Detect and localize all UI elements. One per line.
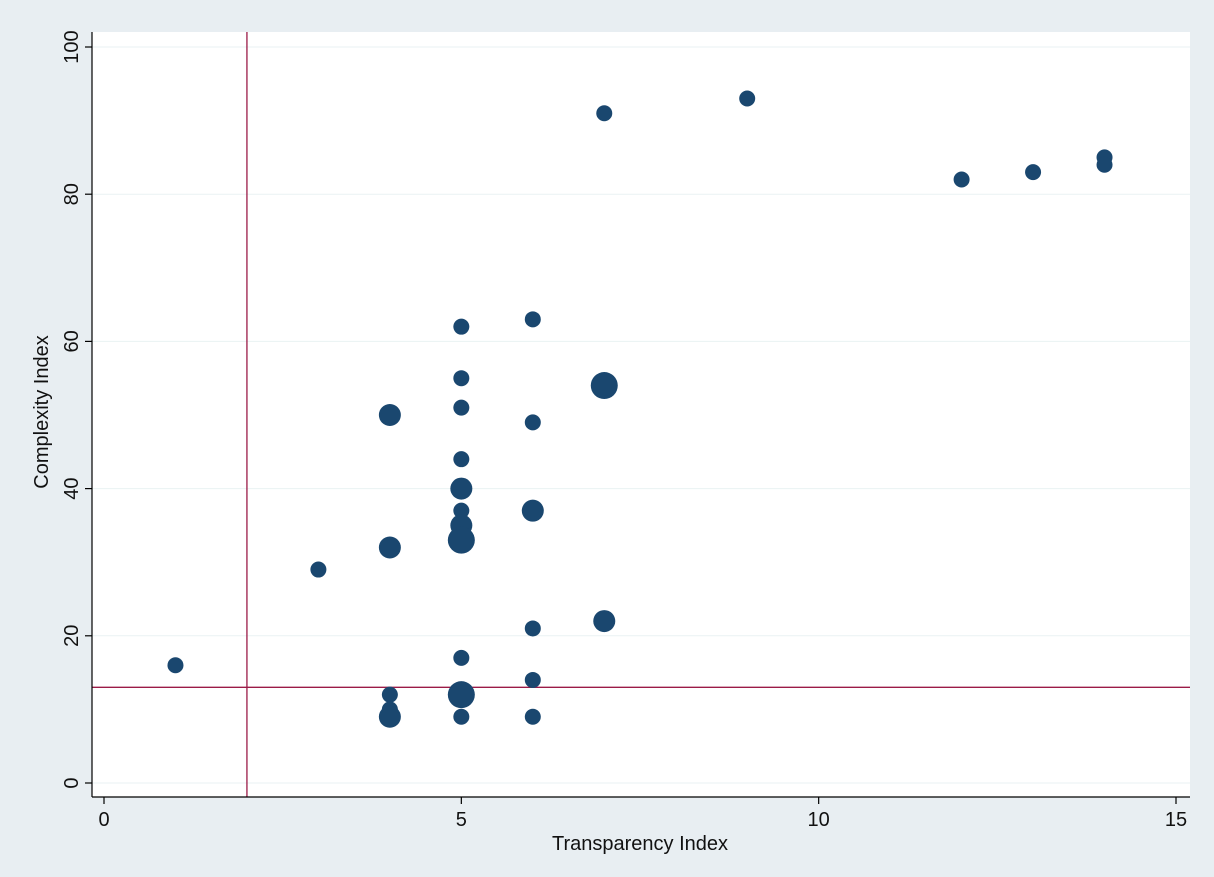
x-tick-label: 10 — [808, 809, 830, 831]
data-point — [590, 372, 618, 400]
y-tick-label: 40 — [61, 477, 83, 499]
gridlines — [92, 46, 1190, 784]
data-point — [524, 311, 541, 328]
y-tick-label: 80 — [61, 183, 83, 205]
data-point — [381, 686, 398, 703]
data-point — [524, 671, 541, 688]
data-point — [167, 657, 184, 674]
data-point — [378, 705, 401, 728]
data-point — [521, 499, 544, 522]
y-tick-label: 0 — [61, 777, 83, 788]
x-tick-label: 5 — [456, 809, 467, 831]
plot-area — [92, 32, 1190, 797]
data-point — [378, 404, 401, 426]
data-point — [310, 561, 327, 578]
data-point — [453, 502, 470, 519]
reference-lines — [92, 32, 1190, 797]
data-point — [596, 105, 613, 122]
data-points — [167, 90, 1113, 728]
data-point — [378, 536, 401, 559]
x-tick-label: 15 — [1165, 809, 1187, 831]
data-point — [1025, 164, 1042, 181]
data-point — [447, 681, 475, 709]
data-point — [450, 477, 473, 500]
data-point — [453, 649, 470, 666]
data-point — [953, 171, 970, 188]
y-axis-title: Complexity Index — [31, 335, 53, 488]
data-point — [739, 90, 756, 107]
y-tick-label: 20 — [61, 625, 83, 647]
y-tick-label: 100 — [61, 30, 83, 63]
data-point — [524, 708, 541, 725]
data-point — [524, 414, 541, 431]
data-point — [593, 610, 616, 633]
x-tick-label: 0 — [98, 809, 109, 831]
data-point — [453, 399, 470, 416]
data-point — [453, 708, 470, 725]
data-point — [453, 370, 470, 387]
axes: 0 20 40 60 80 100 0 5 10 15 — [61, 30, 1190, 831]
data-point — [524, 620, 541, 637]
x-axis-title: Transparency Index — [552, 833, 728, 855]
data-point — [1096, 156, 1113, 173]
data-point — [447, 526, 475, 554]
y-tick-label: 60 — [61, 330, 83, 352]
data-point — [453, 451, 470, 468]
data-point — [453, 318, 470, 335]
